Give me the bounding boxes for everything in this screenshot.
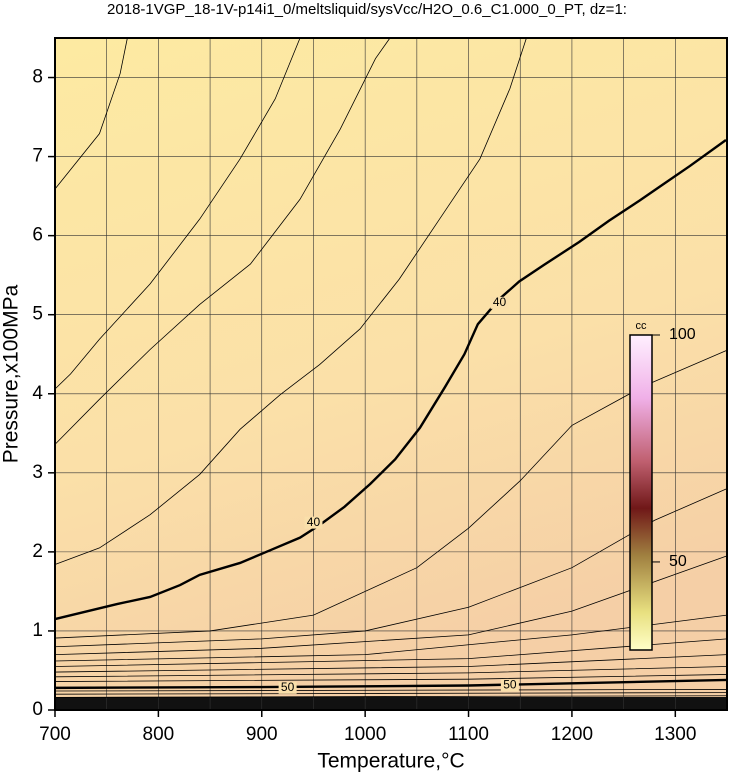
y-tick-label: 7 <box>32 146 43 167</box>
x-tick-label: 700 <box>39 724 71 745</box>
contour-line <box>54 37 527 565</box>
bold-contour <box>54 678 728 690</box>
chart-title: 2018-1VGP_18-1V-p14i1_0/meltsliquid/sysV… <box>107 1 627 18</box>
x-tick-label: 800 <box>143 724 175 745</box>
contour-line <box>54 37 301 390</box>
x-tick-label: 1300 <box>654 724 696 745</box>
plot-background <box>55 38 727 710</box>
colorbar-tick-label: 50 <box>669 553 687 570</box>
y-tick-label: 3 <box>32 462 43 483</box>
y-tick-label: 5 <box>32 304 43 325</box>
x-tick-label: 1000 <box>344 724 386 745</box>
bold-contour <box>54 139 727 621</box>
x-tick-label: 1100 <box>448 724 489 745</box>
contour-line <box>54 689 728 692</box>
x-tick-label: 900 <box>246 724 278 745</box>
x-tick-label: 1200 <box>551 724 593 745</box>
contour-line <box>54 654 728 673</box>
y-tick-label: 2 <box>32 541 43 562</box>
dense-contour-band <box>55 697 727 710</box>
y-axis-label: Pressure,x100MPa <box>0 284 23 463</box>
plot-frame <box>54 37 728 711</box>
contour-line <box>54 488 728 648</box>
y-tick-label: 4 <box>32 383 43 404</box>
contour-line <box>54 349 728 639</box>
contour-line <box>54 37 128 190</box>
contour-label: 40 <box>307 515 321 529</box>
y-tick-label: 8 <box>32 67 43 88</box>
y-tick-label: 6 <box>32 225 43 246</box>
contour-label: 50 <box>281 680 295 694</box>
x-axis-label: Temperature,°C <box>317 750 464 773</box>
contour-line <box>54 555 728 656</box>
contour-line <box>54 666 728 678</box>
contour-label-bg <box>500 679 519 692</box>
colorbar-label: cc <box>636 320 648 332</box>
colorbar <box>629 334 653 651</box>
contour-label-bg <box>278 681 297 694</box>
contour-label-bg <box>304 516 323 529</box>
contour-line <box>54 695 728 698</box>
contour-line <box>54 692 728 695</box>
contour-label: 50 <box>503 678 517 692</box>
contour-label: 40 <box>493 295 507 309</box>
contour-line <box>54 37 391 445</box>
colorbar-tick-label: 100 <box>669 326 696 343</box>
y-tick-label: 1 <box>32 620 43 641</box>
y-tick-label: 0 <box>32 699 43 720</box>
contour-line <box>54 674 728 682</box>
contour-label-bg <box>490 296 509 309</box>
